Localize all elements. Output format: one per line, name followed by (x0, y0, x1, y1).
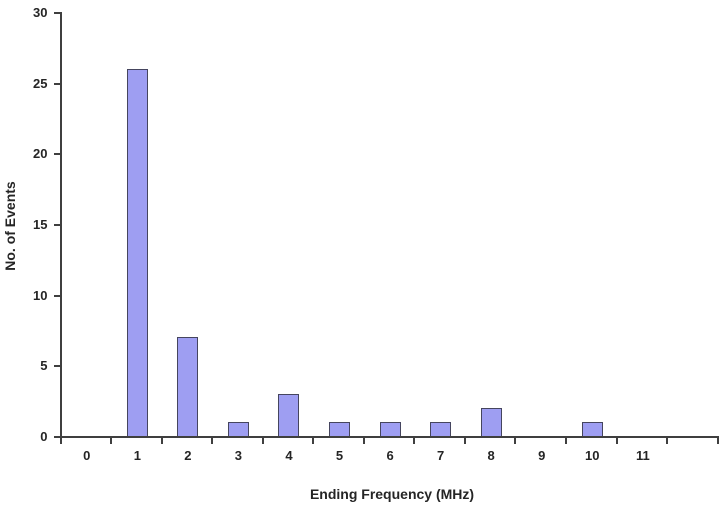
x-tick-label: 5 (335, 448, 344, 463)
x-tick-label: 4 (285, 448, 293, 463)
bar (177, 337, 199, 436)
bar (430, 421, 452, 436)
x-tick-mark (211, 438, 214, 444)
x-tick-label: 1 (133, 448, 141, 463)
y-tick-mark (53, 153, 60, 156)
x-tick-mark (615, 438, 618, 444)
y-tick-mark (53, 365, 60, 368)
x-tick-mark (463, 438, 466, 444)
y-tick-mark (53, 436, 60, 438)
x-tick-label: 0 (83, 448, 91, 463)
x-tick-mark (514, 438, 517, 444)
x-tick-label: 8 (487, 448, 495, 463)
bar (126, 68, 148, 436)
x-axis-title: Ending Frequency (MHz) (309, 486, 475, 502)
y-tick-mark (53, 12, 60, 15)
bar (278, 393, 300, 436)
x-tick-label: 3 (234, 448, 243, 463)
bar (227, 421, 249, 436)
x-axis-line (59, 436, 719, 438)
x-tick-label: 11 (635, 448, 650, 463)
y-tick-label: 0 (40, 429, 48, 444)
x-tick-label: 2 (184, 448, 192, 463)
x-tick-mark (312, 438, 315, 444)
x-tick-mark (716, 438, 719, 444)
x-tick-mark (261, 438, 264, 444)
y-tick-label: 30 (33, 5, 48, 21)
y-tick-label: 5 (40, 358, 48, 374)
x-tick-mark (362, 438, 365, 444)
x-tick-mark (413, 438, 416, 444)
x-tick-mark (59, 438, 62, 444)
y-axis-line (59, 12, 62, 438)
x-tick-label: 7 (437, 448, 445, 463)
y-tick-label: 10 (33, 287, 48, 303)
y-tick-mark (53, 82, 60, 85)
x-tick-label: 6 (386, 448, 394, 463)
y-tick-mark (53, 224, 60, 227)
bar (379, 421, 401, 436)
y-tick-label: 15 (33, 217, 48, 233)
x-tick-mark (666, 438, 669, 444)
y-tick-mark (53, 294, 60, 297)
bar (581, 421, 603, 436)
x-tick-mark (160, 438, 163, 444)
y-tick-label: 25 (33, 75, 48, 91)
bar (480, 407, 502, 436)
x-tick-mark (565, 438, 567, 444)
bar (329, 421, 351, 436)
x-tick-label: 10 (585, 448, 600, 463)
y-tick-label: 20 (33, 146, 48, 162)
x-tick-mark (110, 438, 113, 444)
x-tick-label: 9 (538, 448, 546, 463)
